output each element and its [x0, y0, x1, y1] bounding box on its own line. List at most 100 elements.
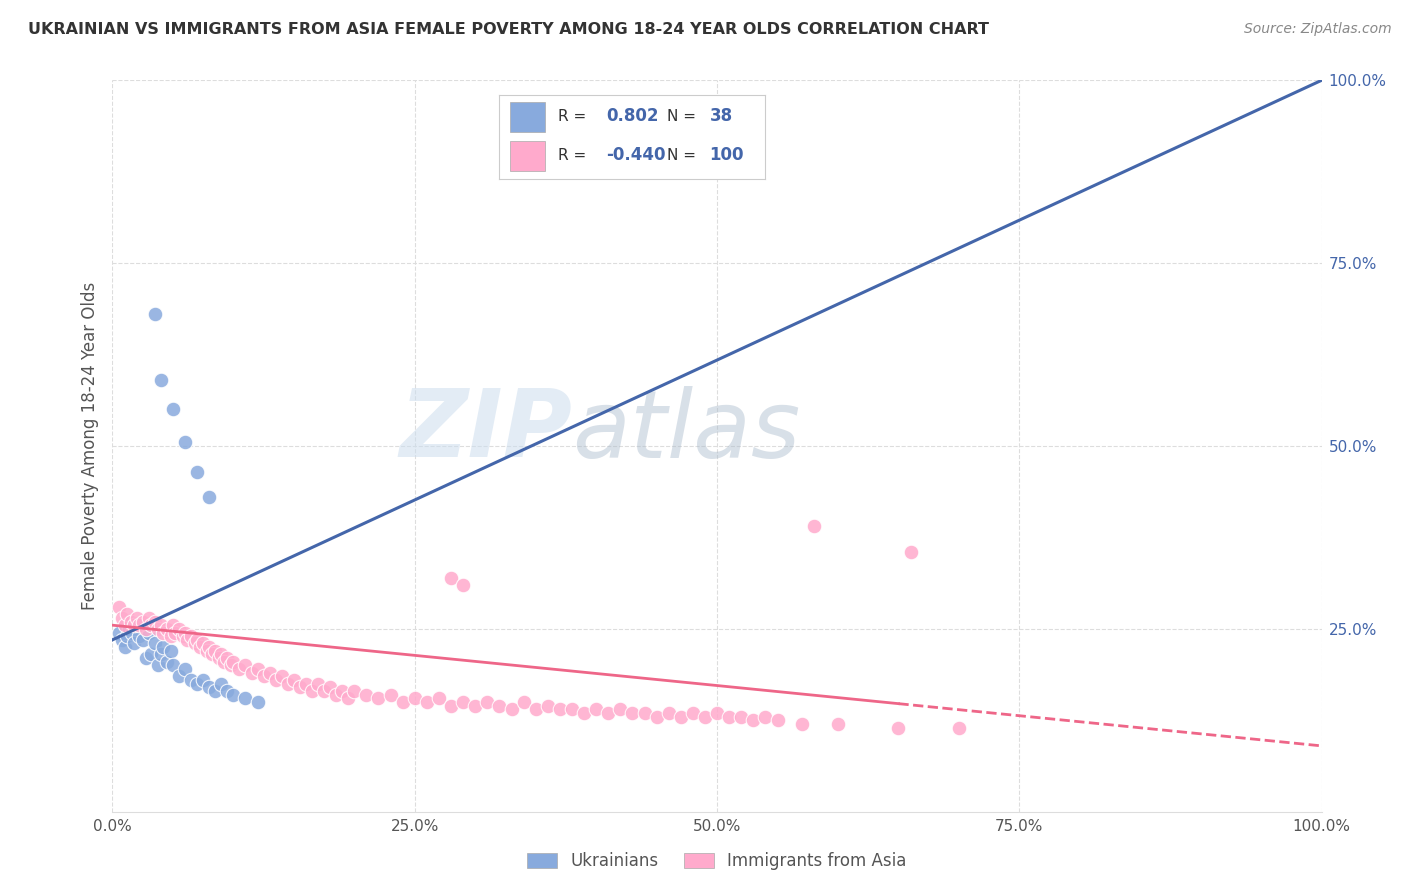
Point — [295, 676, 318, 690]
Point — [427, 691, 450, 706]
Point — [246, 695, 269, 709]
Point — [219, 658, 242, 673]
Point — [188, 640, 211, 655]
Point — [159, 644, 181, 658]
Point — [270, 669, 292, 683]
Point — [208, 651, 231, 665]
Point — [118, 622, 141, 636]
Point — [172, 629, 194, 643]
Point — [107, 599, 129, 614]
Point — [107, 625, 129, 640]
Point — [658, 706, 681, 720]
Point — [198, 681, 221, 695]
Point — [180, 629, 202, 643]
Point — [477, 695, 499, 709]
Point — [307, 676, 329, 690]
Point — [217, 651, 239, 665]
Point — [162, 618, 184, 632]
Point — [135, 651, 157, 665]
Point — [621, 706, 644, 720]
Point — [148, 658, 170, 673]
Text: UKRAINIAN VS IMMIGRANTS FROM ASIA FEMALE POVERTY AMONG 18-24 YEAR OLDS CORRELATI: UKRAINIAN VS IMMIGRANTS FROM ASIA FEMALE… — [28, 22, 988, 37]
Point — [235, 691, 257, 706]
Point — [228, 662, 250, 676]
Point — [948, 721, 970, 735]
Point — [343, 684, 366, 698]
Point — [537, 698, 560, 713]
Point — [174, 435, 197, 450]
Point — [669, 709, 692, 723]
Point — [718, 709, 741, 723]
Point — [122, 618, 145, 632]
Point — [141, 618, 163, 632]
Point — [598, 706, 620, 720]
Point — [319, 681, 342, 695]
Point — [451, 578, 474, 592]
Point — [246, 662, 269, 676]
Point — [149, 618, 172, 632]
Point — [754, 709, 776, 723]
Point — [204, 644, 226, 658]
Point — [159, 629, 181, 643]
Point — [195, 644, 218, 658]
Point — [367, 691, 389, 706]
Point — [114, 640, 136, 655]
Point — [325, 688, 347, 702]
Point — [235, 658, 257, 673]
Point — [186, 465, 208, 479]
Point — [790, 717, 813, 731]
Point — [132, 632, 155, 647]
Point — [162, 658, 184, 673]
Point — [198, 640, 221, 655]
Point — [115, 629, 138, 643]
Point — [900, 545, 922, 559]
Point — [120, 615, 142, 629]
Point — [111, 632, 134, 647]
Point — [186, 632, 208, 647]
Point — [222, 655, 245, 669]
Point — [149, 373, 172, 387]
Point — [451, 695, 474, 709]
Point — [730, 709, 752, 723]
Point — [682, 706, 704, 720]
Point — [198, 490, 221, 504]
Point — [645, 709, 668, 723]
Point — [174, 662, 197, 676]
Point — [186, 676, 208, 690]
Point — [176, 632, 198, 647]
Point — [209, 648, 232, 662]
Point — [191, 673, 214, 687]
Point — [887, 721, 910, 735]
Point — [416, 695, 439, 709]
Text: Source: ZipAtlas.com: Source: ZipAtlas.com — [1244, 22, 1392, 37]
Text: ZIP: ZIP — [399, 385, 572, 477]
Point — [742, 714, 765, 728]
Point — [501, 702, 523, 716]
Point — [337, 691, 360, 706]
Point — [283, 673, 305, 687]
Legend: Ukrainians, Immigrants from Asia: Ukrainians, Immigrants from Asia — [520, 846, 914, 877]
Point — [191, 636, 214, 650]
Point — [301, 684, 323, 698]
Point — [440, 698, 463, 713]
Point — [149, 648, 172, 662]
Point — [201, 648, 224, 662]
Point — [633, 706, 655, 720]
Point — [803, 519, 825, 533]
Point — [152, 625, 174, 640]
Point — [464, 698, 486, 713]
Point — [380, 688, 402, 702]
Point — [135, 622, 157, 636]
Point — [167, 622, 190, 636]
Point — [330, 684, 353, 698]
Point — [125, 611, 148, 625]
Point — [253, 669, 276, 683]
Point — [524, 702, 547, 716]
Point — [548, 702, 571, 716]
Point — [180, 673, 202, 687]
Point — [288, 681, 311, 695]
Point — [132, 615, 155, 629]
Point — [143, 307, 166, 321]
Point — [156, 655, 179, 669]
Point — [391, 695, 413, 709]
